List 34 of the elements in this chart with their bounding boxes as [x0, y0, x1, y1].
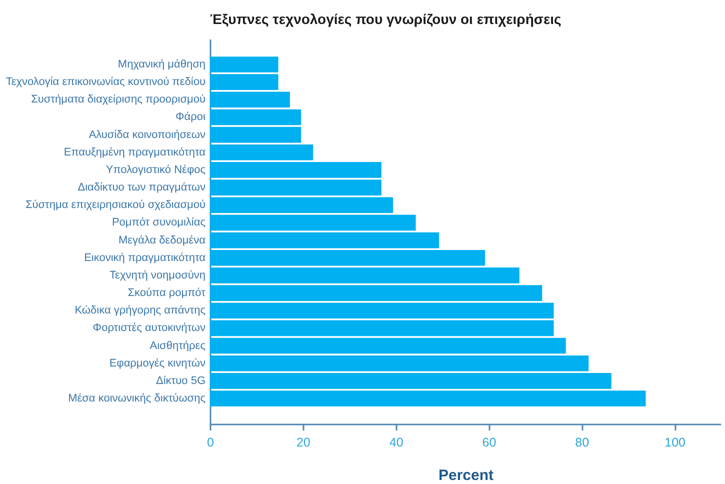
y-tick-label: Μέσα κοινωνικής δικτύωσης: [68, 392, 206, 405]
bar: [210, 232, 440, 248]
y-tick-label: Κώδικα γρήγορης απάντης: [74, 304, 206, 317]
x-tick-label: 60: [482, 436, 496, 450]
bar: [210, 214, 416, 231]
y-tick-label: Εικονική πραγματικότητα: [84, 252, 206, 264]
y-tick-label: Εφαρμογές κινητών: [109, 357, 206, 370]
y-tick-label: Τεχνητή νοημοσύνη: [110, 269, 206, 282]
y-tick-label: Αλυσίδα κοινοποιήσεων: [88, 128, 206, 141]
x-tick-label: 20: [296, 436, 310, 450]
x-tick-label: 100: [664, 436, 686, 450]
y-tick-label: Τεχνολογία επικοινωνίας κοντινού πεδίου: [6, 76, 206, 88]
y-tick-label: Συστήματα διαχείρισης προορισμού: [31, 94, 206, 106]
y-tick-label: Υπολογιστικό Νέφος: [106, 164, 206, 176]
y-tick-label: Αισθητήρες: [150, 340, 206, 352]
bar: [210, 126, 302, 143]
x-axis-title: Percent: [438, 467, 494, 484]
bar: [210, 338, 566, 354]
y-tick-label: Δίκτυο 5G: [156, 374, 206, 387]
y-tick-label: Ρομπότ συνομιλίας: [112, 216, 206, 229]
y-tick-label: Φορτιστές αυτοκινήτων: [92, 322, 206, 334]
y-tick-label: Σύστημα επιχειρησιακού σχεδιασμού: [25, 199, 206, 212]
bar: [210, 109, 302, 126]
x-tick-label: 0: [207, 436, 214, 450]
chart-title: Έξυπνες τεχνολογίες που γνωρίζουν οι επιχειρήσεις: [210, 11, 562, 27]
bar: [210, 320, 554, 336]
y-tick-label: Διαδίκτυο των πραγμάτων: [78, 182, 206, 194]
y-tick-label: Μηχανική μάθηση: [118, 58, 206, 70]
x-tick-label: 40: [389, 436, 404, 450]
y-tick-label: Σκούπα ρομπότ: [128, 287, 206, 300]
x-tick-label: 80: [575, 436, 590, 450]
y-tick-label: Επαυξημένη πραγματικότητα: [64, 146, 206, 158]
y-tick-label: Φάροι: [176, 111, 206, 124]
y-tick-label: Μεγάλα δεδομένα: [118, 234, 206, 246]
